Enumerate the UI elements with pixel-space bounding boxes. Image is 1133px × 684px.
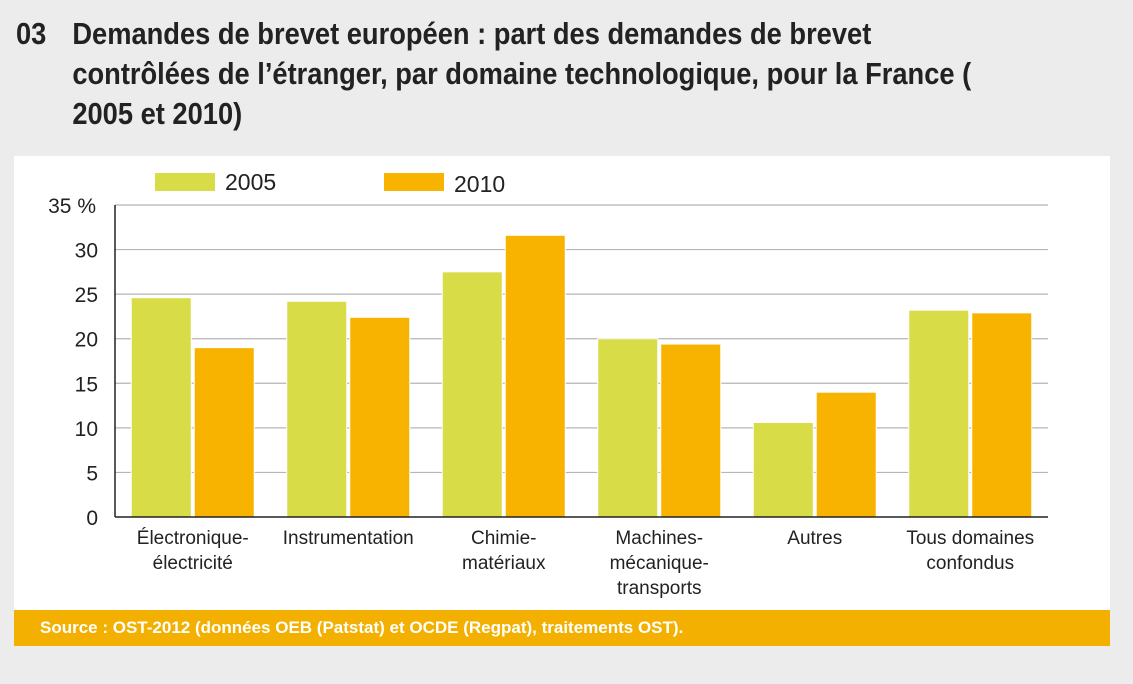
y-tick-label: 20 (75, 329, 98, 352)
x-tick-label: Machines- (615, 528, 703, 549)
figure-number: 03 (16, 16, 47, 51)
bar-2005 (441, 271, 503, 518)
y-tick-label: 25 (75, 284, 98, 307)
legend-swatch-2010 (384, 173, 444, 191)
y-tick-label: 30 (75, 240, 98, 263)
x-tick-label: transports (617, 578, 701, 599)
x-tick-label: Tous domaines (906, 528, 1034, 549)
bar-2010 (971, 312, 1033, 518)
legend-swatch-2005 (155, 173, 215, 191)
x-tick-label: mécanique- (610, 553, 709, 574)
y-tick-label: 15 (75, 373, 98, 396)
x-tick-label: électricité (153, 553, 233, 574)
bar-2010 (815, 391, 877, 518)
x-tick-label: Instrumentation (283, 528, 414, 549)
bar-2005 (597, 338, 659, 518)
legend-label: 2005 (225, 169, 276, 195)
y-tick-label: 5 (86, 462, 98, 485)
x-tick-label: matériaux (462, 553, 546, 574)
y-tick-label: 35 % (48, 195, 96, 218)
bar-2005 (752, 422, 814, 518)
bar-2005 (286, 300, 348, 518)
y-tick-label: 10 (75, 418, 98, 441)
x-tick-label: Autres (787, 528, 842, 549)
source-note: Source : OST-2012 (données OEB (Patstat)… (14, 610, 1110, 646)
y-tick-label: 0 (86, 507, 98, 530)
title-text: Demandes de brevet européen : part des d… (72, 16, 972, 131)
bar-2010 (504, 234, 566, 518)
bar-2005 (130, 297, 192, 518)
bar-2010 (193, 347, 255, 518)
bar-2005 (908, 309, 970, 518)
legend-label: 2010 (454, 171, 505, 197)
bar-2010 (660, 343, 722, 518)
x-tick-label: confondus (926, 553, 1014, 574)
x-tick-label: Chimie- (471, 528, 536, 549)
x-tick-label: Électronique- (137, 528, 249, 549)
bar-2010 (349, 316, 411, 518)
